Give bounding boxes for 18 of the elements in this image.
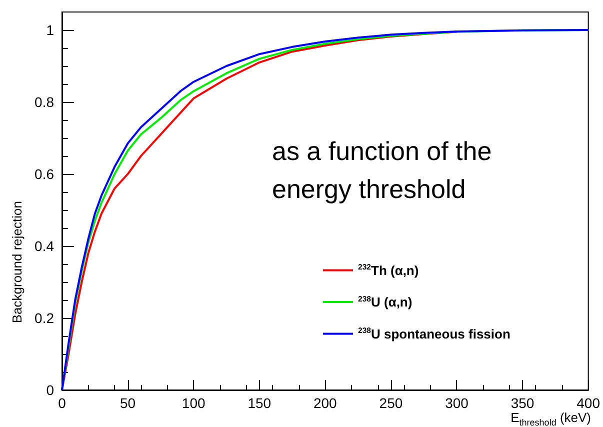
y-tick-label: 0.8 — [34, 94, 54, 110]
y-tick-label: 0.4 — [34, 238, 54, 254]
x-tick-label: 250 — [379, 395, 403, 411]
x-axis-title: E$_{threshold}$ (keV) — [510, 410, 591, 427]
x-tick-label: 300 — [445, 395, 469, 411]
annotation: as a function of the energy threshold — [272, 136, 499, 204]
x-tick-label: 100 — [182, 395, 206, 411]
x-tick-label: 0 — [58, 395, 66, 411]
y-tick-label: 0.2 — [34, 310, 54, 326]
x-tick-label: 200 — [313, 395, 338, 411]
x-tick-label: 150 — [248, 395, 272, 411]
x-tick-label: 50 — [120, 395, 136, 411]
y-tick-label: 1 — [46, 22, 54, 38]
x-tick-label: 350 — [510, 395, 534, 411]
y-tick-label: 0 — [46, 382, 54, 398]
y-tick-label: 0.6 — [34, 166, 54, 182]
y-axis-title: Background rejection — [10, 201, 25, 324]
x-tick-label: 400 — [576, 395, 600, 411]
